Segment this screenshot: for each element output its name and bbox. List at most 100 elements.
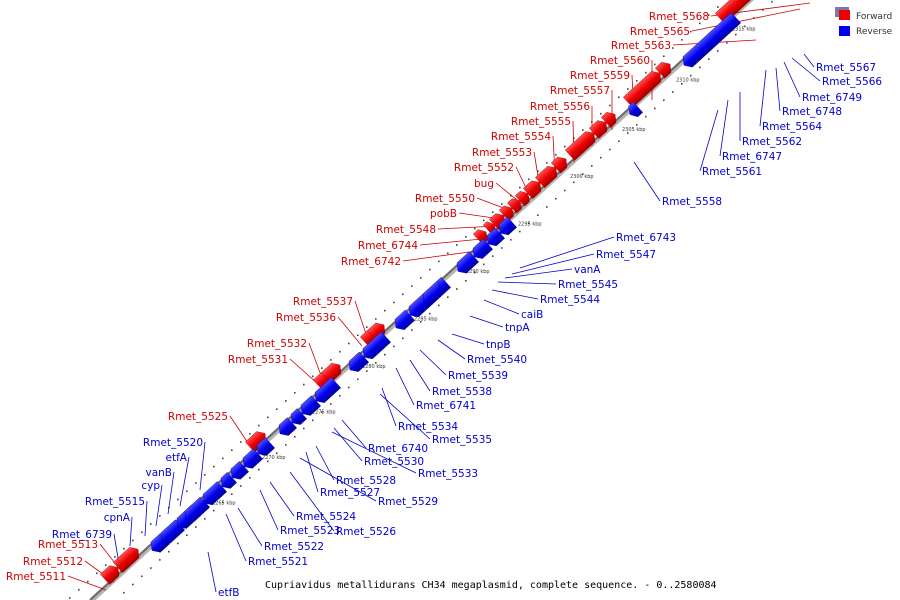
gene-label[interactable]: Rmet_5524 — [296, 511, 356, 523]
forward-gene[interactable] — [507, 196, 524, 214]
gene-label[interactable]: Rmet_5556 — [530, 101, 590, 113]
forward-gene[interactable] — [117, 544, 142, 570]
gene-label[interactable]: Rmet_5529 — [378, 496, 438, 508]
forward-gene[interactable] — [551, 154, 570, 174]
gene-label[interactable]: vanB — [145, 467, 172, 479]
gene-label[interactable]: etfA — [166, 452, 188, 464]
gene-label[interactable]: Rmet_5527 — [320, 487, 380, 499]
reverse-gene[interactable] — [453, 251, 479, 277]
gene-label[interactable]: Rmet_5537 — [293, 296, 353, 308]
gene-label[interactable]: Rmet_5567 — [816, 62, 876, 74]
gene-label[interactable]: Rmet_5511 — [6, 571, 66, 583]
gene-label[interactable]: Rmet_5515 — [85, 496, 145, 508]
gene-label[interactable]: Rmet_5554 — [491, 131, 551, 143]
gene-label[interactable]: Rmet_5523 — [280, 525, 340, 537]
reverse-gene[interactable] — [217, 472, 237, 491]
gene-label[interactable]: Rmet_6749 — [802, 92, 862, 104]
gene-label[interactable]: Rmet_5566 — [822, 76, 882, 88]
gene-label[interactable]: Rmet_5548 — [376, 224, 436, 236]
gene-label[interactable]: vanA — [574, 264, 601, 276]
gene-label[interactable]: Rmet_5512 — [23, 556, 83, 568]
track-dot — [537, 214, 539, 216]
gene-label[interactable]: Rmet_5568 — [649, 11, 709, 23]
forward-gene[interactable] — [515, 188, 532, 207]
gene-label[interactable]: Rmet_5521 — [248, 556, 308, 568]
gene-label[interactable]: Rmet_5562 — [742, 136, 802, 148]
gene-label[interactable]: Rmet_5564 — [762, 121, 822, 133]
gene-label[interactable]: Rmet_5544 — [540, 294, 600, 306]
gene-label[interactable]: cpnA — [104, 512, 131, 524]
gene-label[interactable]: Rmet_6740 — [368, 443, 428, 455]
gene-label[interactable]: Rmet_5565 — [630, 26, 690, 38]
gene-label[interactable]: tnpA — [505, 322, 530, 334]
gene-label[interactable]: tnpB — [486, 339, 511, 351]
gene-label[interactable]: Rmet_5560 — [590, 55, 650, 67]
gene-label[interactable]: Rmet_5513 — [38, 539, 98, 551]
gene-label[interactable]: Rmet_6748 — [782, 106, 842, 118]
gene-label[interactable]: Rmet_5536 — [276, 312, 336, 324]
reverse-gene[interactable] — [679, 12, 741, 71]
forward-gene[interactable] — [655, 59, 674, 79]
gene-label[interactable]: Rmet_5550 — [415, 193, 475, 205]
gene-label[interactable]: Rmet_5535 — [432, 434, 492, 446]
gene-label[interactable]: Rmet_5558 — [662, 196, 722, 208]
gene-label[interactable]: Rmet_5532 — [247, 338, 307, 350]
forward-gene[interactable] — [100, 562, 122, 585]
gene-label[interactable]: Rmet_5547 — [596, 249, 656, 261]
gene-label[interactable]: Rmet_6744 — [358, 240, 418, 252]
reverse-gene[interactable] — [625, 101, 643, 120]
gene-label[interactable]: Rmet_5538 — [432, 386, 492, 398]
forward-gene[interactable] — [589, 117, 610, 139]
gene-label[interactable]: Rmet_6742 — [341, 256, 401, 268]
gene-label[interactable]: Rmet_6743 — [616, 232, 676, 244]
reverse-gene[interactable] — [275, 417, 297, 439]
gene-label[interactable]: Rmet_5557 — [550, 85, 610, 97]
gene-label[interactable]: Rmet_6739 — [52, 529, 112, 541]
reverse-gene[interactable] — [435, 276, 451, 293]
gene-label[interactable]: etfB — [218, 587, 239, 599]
gene-label[interactable]: Rmet_5553 — [472, 147, 532, 159]
reverse-gene[interactable] — [287, 408, 307, 427]
gene-label[interactable]: Rmet_5525 — [168, 411, 228, 423]
gene-label[interactable]: Rmet_5526 — [336, 526, 396, 538]
gene-label[interactable]: Rmet_5528 — [336, 475, 396, 487]
gene-label[interactable]: Rmet_5531 — [228, 354, 288, 366]
forward-gene[interactable] — [535, 163, 560, 189]
track-dot — [591, 165, 593, 167]
gene-label[interactable]: Rmet_5533 — [418, 468, 478, 480]
gene-label[interactable]: Rmet_5552 — [454, 162, 514, 174]
gene-label[interactable]: Rmet_5545 — [558, 279, 618, 291]
gene-label[interactable]: Rmet_5559 — [570, 70, 630, 82]
gene-label[interactable]: Rmet_5520 — [143, 437, 203, 449]
reverse-gene[interactable] — [253, 437, 275, 459]
reverse-gene[interactable] — [199, 481, 227, 508]
gene-label[interactable]: cyp — [141, 480, 160, 492]
reverse-gene[interactable] — [495, 216, 517, 238]
gene-label[interactable]: caiB — [521, 309, 543, 321]
forward-gene[interactable] — [601, 109, 619, 128]
reverse-gene[interactable] — [359, 331, 391, 362]
gene-label[interactable]: Rmet_5555 — [511, 116, 571, 128]
reverse-gene[interactable] — [227, 461, 249, 482]
gene-label[interactable]: Rmet_5540 — [467, 354, 527, 366]
forward-gene[interactable] — [565, 128, 598, 161]
track-dot — [321, 411, 323, 413]
track-dot — [186, 490, 188, 493]
forward-gene[interactable] — [523, 177, 544, 199]
gene-label[interactable]: Rmet_6747 — [722, 151, 782, 163]
gene-label[interactable]: pobB — [430, 208, 457, 220]
gene-shape — [486, 227, 505, 247]
reverse-gene[interactable] — [311, 377, 341, 406]
gene-shape — [515, 191, 530, 207]
gene-label[interactable]: bug — [474, 178, 494, 190]
gene-label[interactable]: Rmet_5522 — [264, 541, 324, 553]
gene-label[interactable]: Rmet_5539 — [448, 370, 508, 382]
gene-label[interactable]: Rmet_6741 — [416, 400, 476, 412]
gene-label[interactable]: Rmet_5534 — [398, 421, 458, 433]
gene-label[interactable]: Rmet_5530 — [364, 456, 424, 468]
reverse-gene[interactable] — [483, 227, 505, 249]
reverse-gene[interactable] — [181, 496, 210, 525]
gene-label[interactable]: Rmet_5563 — [611, 40, 671, 52]
gene-label[interactable]: Rmet_5561 — [702, 166, 762, 178]
reverse-gene[interactable] — [147, 533, 170, 555]
